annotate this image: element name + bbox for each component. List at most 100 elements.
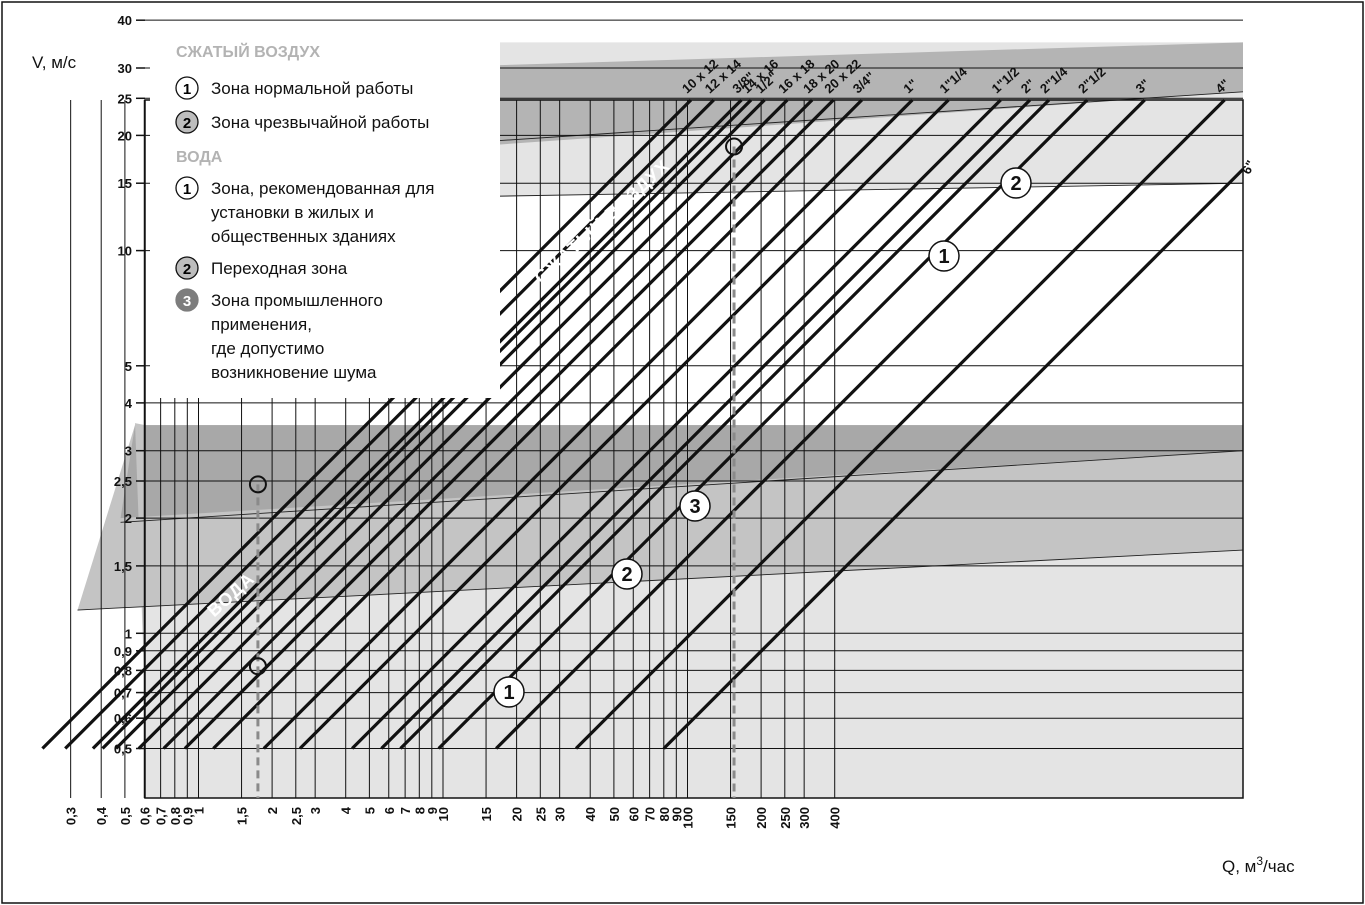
x-tick-label: 30 — [553, 807, 568, 821]
y-tick-label: 4 — [125, 396, 133, 411]
legend-air-item-1: 1 Зона нормальной работы — [175, 76, 413, 100]
pipe-size-line — [212, 98, 863, 750]
svg-text:3: 3 — [183, 293, 191, 310]
pipe-size-line — [183, 98, 835, 750]
legend-water-item-2: 2 Переходная зона — [175, 256, 348, 280]
pipe-size-line — [495, 98, 1146, 750]
legend-air-heading: СЖАТЫЙ ВОЗДУХ — [176, 42, 320, 61]
x-tick-label: 15 — [479, 807, 494, 821]
pipe-size-line — [262, 98, 914, 750]
svg-text:Зона чрезвычайной работы: Зона чрезвычайной работы — [211, 113, 429, 132]
x-tick-label: 200 — [754, 807, 769, 829]
legend-water-item-1: 1 Зона, рекомендованная для установки в … — [175, 176, 434, 246]
pipe-size-line — [380, 98, 1032, 750]
svg-text:1: 1 — [938, 246, 949, 268]
pipe-size-line — [91, 98, 743, 750]
x-tick-label: 250 — [778, 807, 793, 829]
pipe-size-line — [101, 98, 753, 750]
x-tick-label: 40 — [583, 807, 598, 821]
y-tick-label: 0,9 — [114, 644, 132, 659]
svg-text:Переходная зона: Переходная зона — [211, 259, 348, 278]
y-tick-label: 3 — [125, 444, 132, 459]
x-tick-label: 0,4 — [94, 806, 109, 825]
pipe-size-line — [162, 98, 814, 750]
x-tick-label: 3 — [308, 807, 323, 814]
svg-text:установки в жилых и: установки в жилых и — [211, 203, 374, 222]
x-tick-label: 400 — [828, 807, 843, 829]
y-tick-labels: 0,50,60,70,80,911,522,534510152025304050 — [114, 13, 145, 757]
x-tick-label: 0,5 — [118, 807, 133, 825]
svg-text:3: 3 — [689, 496, 700, 518]
example-point-marker — [248, 657, 267, 676]
x-tick-label: 90 — [669, 807, 684, 821]
x-tick-label: 10 — [436, 807, 451, 821]
svg-text:1: 1 — [183, 81, 191, 98]
y-tick-label: 0,6 — [114, 711, 132, 726]
y-tick-label: 30 — [118, 61, 132, 76]
x-tick-label: 1,5 — [235, 807, 250, 825]
x-tick-label: 7 — [398, 807, 413, 814]
example-markers — [248, 137, 744, 798]
y-tick-label: 0,8 — [114, 663, 132, 678]
svg-text:возникновение шума: возникновение шума — [211, 363, 377, 382]
pipe-size-line — [64, 98, 715, 750]
svg-text:Зона промышленного: Зона промышленного — [211, 291, 383, 310]
x-tick-label: 25 — [533, 807, 548, 821]
pipe-size-line — [114, 98, 766, 750]
pipe-size-line — [437, 98, 1089, 750]
y-tick-label: 2,5 — [114, 474, 132, 489]
pipe-size-line — [41, 98, 693, 750]
y-tick-label: 40 — [118, 13, 132, 28]
x-tick-label: 100 — [681, 807, 696, 829]
legend-water-item-3: 3 Зона промышленного применения, где доп… — [175, 288, 383, 382]
water-zone-2-marker: 2 — [611, 558, 643, 590]
y-tick-label: 1,5 — [114, 559, 132, 574]
x-tick-label: 5 — [362, 807, 377, 814]
x-tick-label: 6 — [382, 807, 397, 814]
water-zone-1-marker: 1 — [493, 676, 525, 708]
pipe-size-line — [399, 98, 1051, 750]
pipe-lines-layer — [41, 98, 1245, 750]
pipe-size-line — [298, 98, 950, 750]
x-tick-label: 0,8 — [168, 807, 183, 825]
svg-text:2: 2 — [621, 564, 632, 586]
x-tick-label: 0,3 — [64, 807, 79, 825]
x-tick-label: 300 — [797, 807, 812, 829]
x-tick-label: 0,7 — [154, 807, 169, 825]
x-axis-title: Q, м3/час — [1222, 854, 1295, 876]
x-tick-label: 2,5 — [289, 807, 304, 825]
x-tick-label: 20 — [510, 807, 525, 821]
svg-text:Зона, рекомендованная для: Зона, рекомендованная для — [211, 179, 434, 198]
example-point-marker — [248, 475, 267, 494]
pipe-size-line — [351, 98, 1002, 750]
x-tick-label: 150 — [724, 807, 739, 829]
svg-text:2: 2 — [1010, 173, 1021, 195]
pipe-size-line — [137, 98, 789, 750]
legend: СЖАТЫЙ ВОЗДУХ 1 Зона нормальной работы 2… — [150, 36, 500, 398]
air-zone-2-area — [381, 42, 1243, 153]
x-tick-label: 9 — [425, 807, 440, 814]
svg-text:2: 2 — [183, 261, 191, 278]
plot-frame — [144, 99, 1244, 799]
air-zone-1-marker: 1 — [928, 240, 960, 272]
y-tick-label: 5 — [125, 359, 132, 374]
legend-air-item-2: 2 Зона чрезвычайной работы — [175, 110, 429, 134]
water-diagonal-band — [135, 423, 146, 704]
x-tick-label: 70 — [643, 807, 658, 821]
y-tick-label: 15 — [118, 176, 132, 191]
svg-text:общественных зданиях: общественных зданиях — [211, 227, 396, 246]
air-zone-2-marker: 2 — [1000, 167, 1032, 199]
x-tick-label: 0,6 — [137, 807, 152, 825]
y-axis-title: V, м/с — [32, 53, 77, 72]
y-tick-label: 20 — [118, 128, 132, 143]
pipe-size-line — [662, 168, 1245, 750]
x-tick-label: 4 — [339, 806, 354, 814]
example-point-marker — [725, 137, 744, 156]
x-tick-label: 2 — [265, 807, 280, 814]
x-tick-label: 0,9 — [180, 807, 195, 825]
y-tick-label: 10 — [118, 244, 132, 259]
y-tick-label: 0,5 — [114, 742, 132, 757]
pipe-size-label: 6" — [1239, 158, 1259, 177]
